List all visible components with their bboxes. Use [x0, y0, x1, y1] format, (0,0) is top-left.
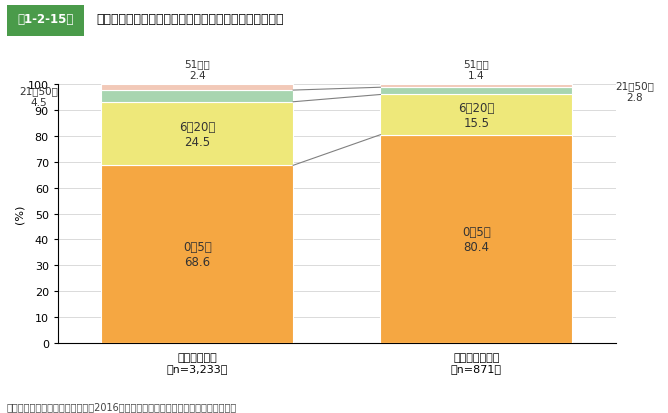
Text: 0～5人
80.4: 0～5人 80.4 — [462, 225, 491, 253]
Text: 0～5人
68.6: 0～5人 68.6 — [183, 241, 212, 268]
Text: 51人～
1.4: 51人～ 1.4 — [464, 59, 489, 81]
Y-axis label: (%): (%) — [15, 204, 25, 224]
Text: 6～20人
15.5: 6～20人 15.5 — [458, 101, 494, 129]
Text: 21～50人
4.5: 21～50人 4.5 — [19, 86, 58, 107]
Bar — [380, 95, 572, 135]
Text: 51人～
2.4: 51人～ 2.4 — [184, 59, 210, 81]
Text: 21～50人
2.8: 21～50人 2.8 — [615, 81, 655, 102]
Text: 休廃業・解散企業の企業規模（黒字企業・高収益企業）: 休廃業・解散企業の企業規模（黒字企業・高収益企業） — [97, 14, 285, 26]
Bar — [380, 84, 572, 88]
Text: 第1-2-15図: 第1-2-15図 — [17, 14, 73, 26]
Bar — [102, 85, 293, 91]
Text: 6～20人
24.5: 6～20人 24.5 — [179, 120, 216, 148]
Bar — [102, 166, 293, 343]
Bar — [380, 88, 572, 95]
Bar — [102, 91, 293, 102]
Bar — [380, 135, 572, 343]
FancyBboxPatch shape — [7, 6, 84, 37]
Bar — [102, 102, 293, 166]
Text: 資料：（株）東京商工リサーチ「2016年「休廃業・解散企業」動向調査」再編加工: 資料：（株）東京商工リサーチ「2016年「休廃業・解散企業」動向調査」再編加工 — [7, 401, 237, 411]
